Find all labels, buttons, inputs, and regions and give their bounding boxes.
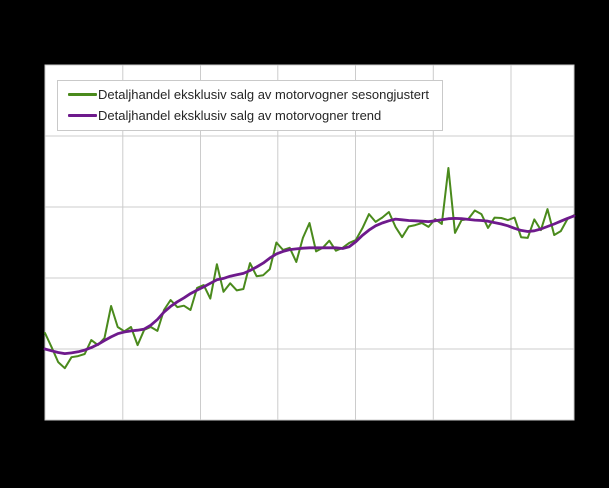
trend-line-swatch bbox=[68, 114, 97, 117]
seasonally-adjusted-line-swatch bbox=[68, 93, 97, 96]
legend-label-seasonally-adjusted: Detaljhandel eksklusiv salg av motorvogn… bbox=[98, 87, 429, 102]
legend-item-trend[interactable]: Detaljhandel eksklusiv salg av motorvogn… bbox=[68, 107, 434, 124]
legend-item-seasonally-adjusted[interactable]: Detaljhandel eksklusiv salg av motorvogn… bbox=[68, 86, 434, 103]
legend-label-trend: Detaljhandel eksklusiv salg av motorvogn… bbox=[98, 108, 382, 123]
legend: Detaljhandel eksklusiv salg av motorvogn… bbox=[57, 80, 443, 131]
